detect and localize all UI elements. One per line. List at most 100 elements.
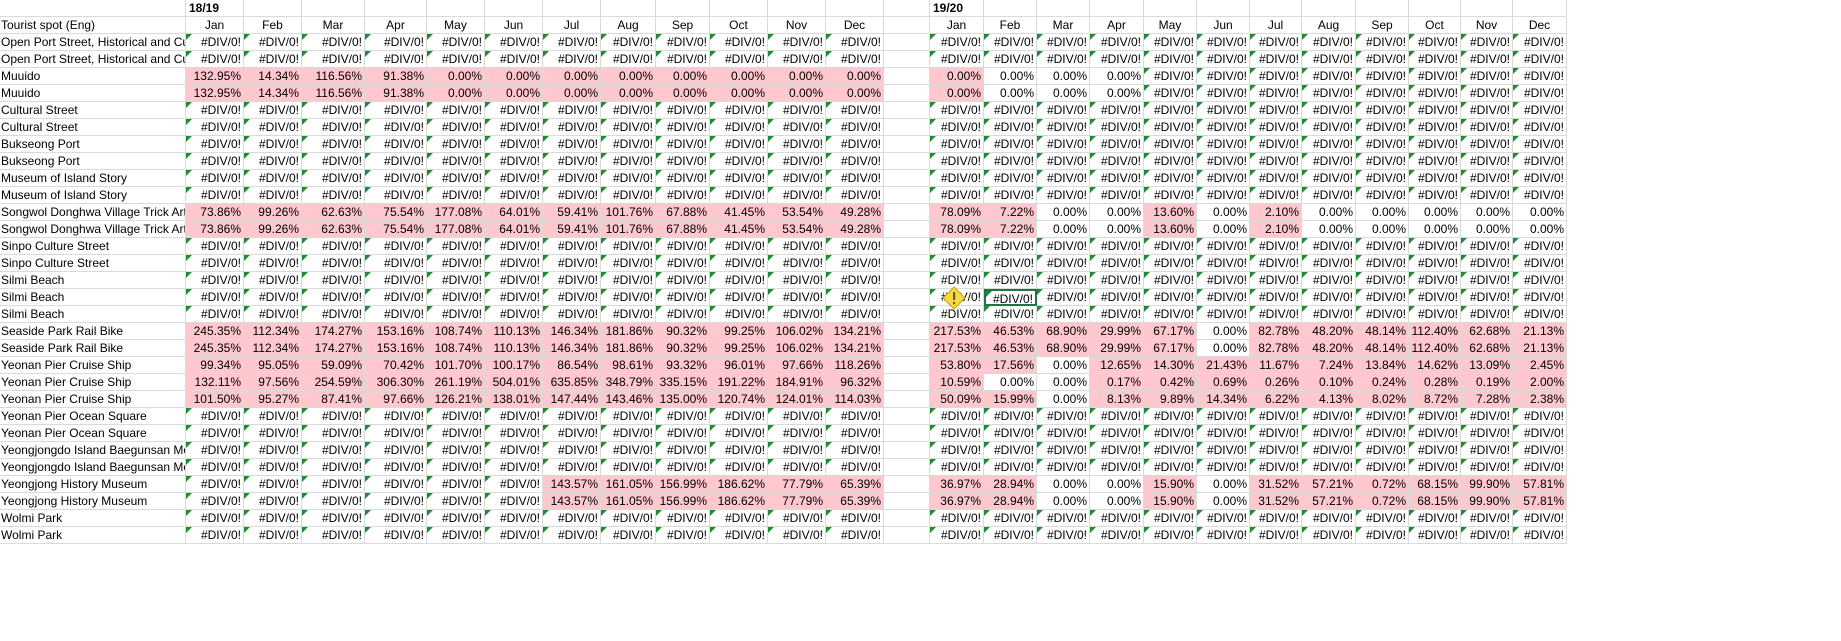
value-cell[interactable]: #DIV/0! — [1461, 459, 1513, 476]
value-cell[interactable]: #DIV/0! — [1356, 170, 1409, 187]
value-cell[interactable]: 91.38% — [365, 85, 427, 102]
value-cell[interactable]: #DIV/0! — [1144, 442, 1197, 459]
value-cell[interactable]: 0.00% — [710, 85, 768, 102]
value-cell[interactable]: #DIV/0! — [656, 459, 710, 476]
value-cell[interactable]: 50.09% — [930, 391, 984, 408]
value-cell[interactable]: #DIV/0! — [1461, 85, 1513, 102]
value-cell[interactable]: #DIV/0! — [1197, 51, 1250, 68]
value-cell[interactable]: #DIV/0! — [1356, 272, 1409, 289]
value-cell[interactable]: 12.65% — [1090, 357, 1144, 374]
value-cell[interactable]: 124.01% — [768, 391, 826, 408]
value-cell[interactable]: #DIV/0! — [1250, 442, 1302, 459]
value-cell[interactable]: 70.42% — [365, 357, 427, 374]
value-cell[interactable]: #DIV/0! — [1037, 255, 1090, 272]
value-cell[interactable]: #DIV/0! — [656, 136, 710, 153]
value-cell[interactable]: #DIV/0! — [1037, 238, 1090, 255]
value-cell[interactable]: 254.59% — [302, 374, 365, 391]
value-cell[interactable]: #DIV/0! — [1461, 510, 1513, 527]
value-cell[interactable]: #DIV/0! — [543, 34, 601, 51]
value-cell[interactable]: #DIV/0! — [1356, 136, 1409, 153]
value-cell[interactable]: #DIV/0! — [656, 102, 710, 119]
empty-cell[interactable] — [884, 357, 930, 374]
value-cell[interactable]: 174.27% — [302, 323, 365, 340]
value-cell[interactable]: #DIV/0! — [1461, 425, 1513, 442]
value-cell[interactable]: #DIV/0! — [710, 238, 768, 255]
value-cell[interactable]: 0.24% — [1356, 374, 1409, 391]
value-cell[interactable]: #DIV/0! — [1037, 510, 1090, 527]
value-cell[interactable]: #DIV/0! — [186, 510, 244, 527]
value-cell[interactable]: #DIV/0! — [1144, 289, 1197, 306]
value-cell[interactable]: 0.00% — [543, 85, 601, 102]
value-cell[interactable]: 82.78% — [1250, 340, 1302, 357]
value-cell[interactable]: #DIV/0! — [768, 289, 826, 306]
tourist-spot-name[interactable]: Yeonan Pier Ocean Square — [0, 425, 186, 442]
value-cell[interactable]: 143.57% — [543, 476, 601, 493]
value-cell[interactable]: #DIV/0! — [984, 306, 1037, 323]
empty-cell[interactable] — [884, 323, 930, 340]
value-cell[interactable]: 13.09% — [1461, 357, 1513, 374]
value-cell[interactable]: 132.95% — [186, 85, 244, 102]
value-cell[interactable]: 15.99% — [984, 391, 1037, 408]
tourist-spot-name[interactable]: Silmi Beach — [0, 289, 186, 306]
value-cell[interactable]: #DIV/0! — [1037, 442, 1090, 459]
value-cell[interactable]: 0.00% — [1409, 204, 1461, 221]
value-cell[interactable]: #DIV/0! — [1197, 306, 1250, 323]
value-cell[interactable]: #DIV/0! — [1409, 34, 1461, 51]
empty-cell[interactable] — [884, 187, 930, 204]
month-header-sep-18-19[interactable]: Sep — [656, 17, 710, 34]
value-cell[interactable]: 504.01% — [485, 374, 543, 391]
value-cell[interactable]: #DIV/0! — [1197, 527, 1250, 544]
value-cell[interactable]: 184.91% — [768, 374, 826, 391]
value-cell[interactable]: #DIV/0! — [1090, 255, 1144, 272]
value-cell[interactable]: 186.62% — [710, 493, 768, 510]
value-cell[interactable]: #DIV/0! — [244, 476, 302, 493]
value-cell[interactable]: #DIV/0! — [1250, 289, 1302, 306]
value-cell[interactable]: #DIV/0! — [1302, 136, 1356, 153]
value-cell[interactable]: #DIV/0! — [930, 119, 984, 136]
value-cell[interactable]: #DIV/0! — [244, 238, 302, 255]
value-cell[interactable]: 2.45% — [1513, 357, 1567, 374]
value-cell[interactable]: #DIV/0! — [244, 136, 302, 153]
value-cell[interactable]: #DIV/0! — [601, 187, 656, 204]
value-cell[interactable]: #DIV/0! — [601, 51, 656, 68]
value-cell[interactable]: #DIV/0! — [1513, 527, 1567, 544]
value-cell[interactable]: #DIV/0! — [1356, 51, 1409, 68]
empty-cell[interactable] — [884, 459, 930, 476]
value-cell[interactable]: #DIV/0! — [826, 255, 884, 272]
value-cell[interactable]: #DIV/0! — [543, 442, 601, 459]
value-cell[interactable]: #DIV/0! — [601, 34, 656, 51]
value-cell[interactable]: 46.53% — [984, 323, 1037, 340]
value-cell[interactable]: 57.81% — [1513, 476, 1567, 493]
value-cell[interactable]: #DIV/0! — [1409, 119, 1461, 136]
value-cell[interactable]: #DIV/0! — [1250, 459, 1302, 476]
value-cell[interactable]: 0.00% — [710, 68, 768, 85]
value-cell[interactable]: #DIV/0! — [1144, 170, 1197, 187]
value-cell[interactable]: #DIV/0! — [1090, 442, 1144, 459]
empty-cell[interactable] — [601, 0, 656, 17]
value-cell[interactable]: #DIV/0! — [244, 306, 302, 323]
value-cell[interactable]: #DIV/0! — [186, 408, 244, 425]
value-cell[interactable]: #DIV/0! — [1356, 459, 1409, 476]
value-cell[interactable]: #DIV/0! — [768, 170, 826, 187]
value-cell[interactable]: 8.02% — [1356, 391, 1409, 408]
value-cell[interactable]: #DIV/0! — [1090, 119, 1144, 136]
value-cell[interactable]: #DIV/0! — [601, 510, 656, 527]
tourist-spot-name[interactable]: Yeonan Pier Cruise Ship — [0, 391, 186, 408]
value-cell[interactable]: #DIV/0! — [826, 442, 884, 459]
value-cell[interactable]: #DIV/0! — [1302, 238, 1356, 255]
value-cell[interactable]: #DIV/0! — [1461, 170, 1513, 187]
value-cell[interactable]: #DIV/0! — [1090, 425, 1144, 442]
value-cell[interactable]: #DIV/0! — [485, 442, 543, 459]
value-cell[interactable]: #DIV/0! — [427, 493, 485, 510]
value-cell[interactable]: #DIV/0! — [1409, 425, 1461, 442]
empty-cell[interactable] — [884, 85, 930, 102]
value-cell[interactable]: 146.34% — [543, 323, 601, 340]
value-cell[interactable]: #DIV/0! — [1409, 306, 1461, 323]
value-cell[interactable]: 0.10% — [1302, 374, 1356, 391]
value-cell[interactable]: 59.09% — [302, 357, 365, 374]
value-cell[interactable]: #DIV/0! — [1197, 238, 1250, 255]
value-cell[interactable]: #DIV/0! — [656, 255, 710, 272]
value-cell[interactable]: #DIV/0! — [1144, 510, 1197, 527]
value-cell[interactable]: #DIV/0! — [1144, 306, 1197, 323]
value-cell[interactable]: #DIV/0! — [365, 476, 427, 493]
